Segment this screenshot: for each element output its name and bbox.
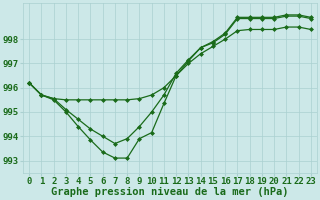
X-axis label: Graphe pression niveau de la mer (hPa): Graphe pression niveau de la mer (hPa) bbox=[51, 187, 289, 197]
